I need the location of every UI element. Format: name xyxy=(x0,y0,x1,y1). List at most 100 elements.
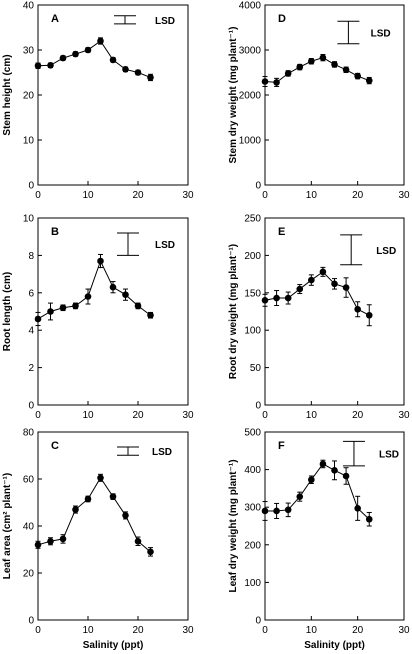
data-point xyxy=(72,302,79,310)
x-axis-label: Salinity (ppt) xyxy=(83,640,144,651)
panel-C: 0 20 40 60 80 0 10 20 30 Leaf area (cm² plant⁻¹) S… xyxy=(2,428,194,652)
data-point xyxy=(261,507,269,515)
y-tick-label: 300 xyxy=(244,503,261,514)
y-tick-label: 0 xyxy=(28,616,34,627)
data-point xyxy=(59,304,67,312)
data-point xyxy=(331,467,338,474)
y-tick-label: 4 xyxy=(28,326,34,337)
y-tick-label: 0 xyxy=(255,616,261,627)
x-tick-label: 30 xyxy=(398,410,410,421)
data-point xyxy=(72,506,79,513)
y-tick-label: 1000 xyxy=(239,136,262,147)
panel-letter: B xyxy=(51,226,59,238)
y-tick-label: 10 xyxy=(23,136,35,147)
data-point xyxy=(97,474,104,482)
data-point xyxy=(97,257,104,265)
panel-letter: D xyxy=(278,13,286,25)
data-point xyxy=(261,296,269,304)
y-axis-label: Leaf area (cm² plant⁻¹) xyxy=(2,473,13,579)
data-point xyxy=(84,495,92,503)
y-tick-label: 3000 xyxy=(239,46,262,57)
x-tick-label: 10 xyxy=(306,625,318,636)
y-tick-label: 2000 xyxy=(239,91,262,102)
data-point xyxy=(273,294,280,302)
data-point xyxy=(84,46,92,54)
x-tick-label: 30 xyxy=(398,190,410,201)
data-point xyxy=(354,505,361,512)
data-point xyxy=(273,507,280,515)
data-point xyxy=(34,315,42,323)
panel-letter: A xyxy=(51,13,59,25)
plot-frame xyxy=(37,217,189,406)
data-point xyxy=(296,285,304,293)
y-tick-label: 2 xyxy=(28,363,34,374)
y-axis-label: Root dry weight (mg plant⁻¹) xyxy=(228,244,239,379)
y-tick-label: 20 xyxy=(23,569,35,580)
y-tick-label: 80 xyxy=(23,428,35,439)
data-point xyxy=(59,54,67,62)
data-point xyxy=(97,37,104,45)
data-point xyxy=(109,493,117,500)
x-tick-label: 0 xyxy=(35,625,41,636)
y-tick-label: 20 xyxy=(23,91,35,102)
data-point xyxy=(122,512,129,519)
data-point xyxy=(147,548,154,556)
panel-letter: C xyxy=(51,440,59,452)
y-tick-label: 0 xyxy=(28,401,34,412)
data-point xyxy=(59,535,67,543)
y-tick-label: 0 xyxy=(255,401,261,412)
data-point xyxy=(365,311,373,319)
x-tick-label: 20 xyxy=(352,625,364,636)
x-tick-label: 10 xyxy=(82,410,94,421)
x-tick-label: 0 xyxy=(262,190,268,201)
data-point xyxy=(134,537,142,545)
data-point xyxy=(331,61,338,68)
y-tick-label: 100 xyxy=(244,326,261,337)
data-point xyxy=(47,62,54,69)
data-point xyxy=(342,284,350,291)
y-tick-label: 500 xyxy=(244,428,261,439)
plot-frame xyxy=(37,431,189,621)
panel-A: 0 10 20 30 40 0 10 20 30 Stem height (cm) A LSD xyxy=(2,1,194,202)
x-tick-label: 20 xyxy=(132,410,144,421)
panel-B: 0 2 4 6 8 10 0 10 20 30 Root length (cm) B LSD xyxy=(2,214,194,422)
y-tick-label: 40 xyxy=(23,522,35,533)
y-tick-label: 0 xyxy=(255,181,261,192)
data-point xyxy=(147,74,154,81)
data-point xyxy=(273,79,280,86)
data-point xyxy=(134,302,142,310)
y-tick-label: 250 xyxy=(244,214,261,225)
x-axis-label: Salinity (ppt) xyxy=(304,640,365,651)
panel-letter: E xyxy=(278,226,285,238)
data-point xyxy=(109,56,117,64)
x-tick-label: 30 xyxy=(398,625,410,636)
y-tick-label: 10 xyxy=(23,214,35,225)
data-point xyxy=(47,308,54,315)
x-tick-label: 0 xyxy=(35,190,41,201)
x-tick-label: 20 xyxy=(352,410,364,421)
y-tick-label: 6 xyxy=(28,288,34,299)
y-tick-label: 60 xyxy=(23,475,35,486)
x-tick-label: 0 xyxy=(35,410,41,421)
data-point xyxy=(319,268,327,276)
lsd-label: LSD xyxy=(376,246,396,257)
data-point xyxy=(34,62,42,70)
x-tick-label: 10 xyxy=(306,190,318,201)
x-tick-label: 0 xyxy=(262,625,268,636)
data-point xyxy=(331,280,338,288)
y-axis-label: Stem dry weight (mg plant⁻¹) xyxy=(228,27,239,164)
y-tick-label: 200 xyxy=(244,251,261,262)
y-axis-label: Stem height (cm) xyxy=(2,54,13,135)
data-point xyxy=(342,66,350,74)
data-point xyxy=(147,311,154,319)
series-line xyxy=(37,476,151,553)
data-point xyxy=(308,57,315,65)
y-tick-label: 100 xyxy=(244,578,261,589)
data-point xyxy=(284,70,292,77)
y-tick-label: 4000 xyxy=(239,1,262,12)
data-point xyxy=(122,66,129,73)
panel-letter: F xyxy=(278,440,285,452)
y-tick-label: 400 xyxy=(244,465,261,476)
data-point xyxy=(354,72,361,80)
